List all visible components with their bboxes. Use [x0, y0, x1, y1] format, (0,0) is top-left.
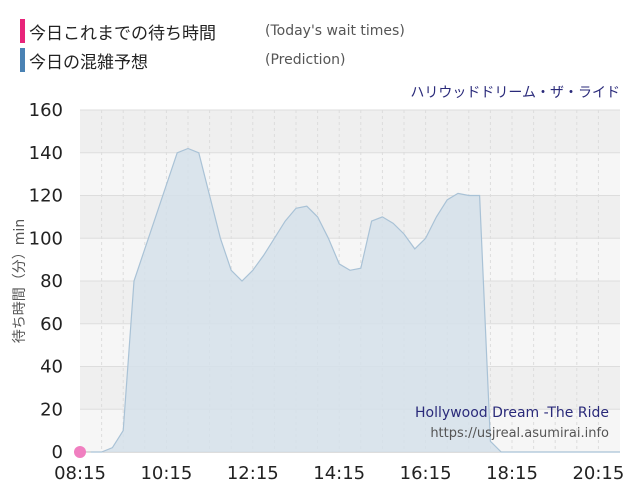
today-point [74, 446, 86, 458]
y-tick-label: 60 [40, 314, 63, 335]
legend-note-today: (Today's wait times) [265, 23, 405, 39]
y-tick-label: 40 [40, 357, 63, 378]
y-tick-label: 140 [29, 143, 63, 164]
y-tick-label: 160 [29, 100, 63, 121]
x-tick-label: 18:15 [486, 463, 538, 484]
y-tick-label: 80 [40, 271, 63, 292]
y-tick-label: 0 [52, 442, 63, 463]
x-tick-label: 20:15 [572, 463, 624, 484]
y-tick-label: 20 [40, 399, 63, 420]
legend-item-today[interactable]: 今日これまでの待ち時間 (Today's wait times) [20, 19, 405, 44]
legend-swatch-today [20, 19, 25, 43]
prediction-line [90, 147, 620, 453]
legend-item-prediction[interactable]: 今日の混雑予想 (Prediction) [20, 48, 346, 73]
prediction-area [90, 148, 621, 452]
legend-label-today: 今日これまでの待ち時間 [29, 23, 216, 44]
legend-label-prediction: 今日の混雑予想 [29, 52, 148, 73]
y-axis-label: 待ち時間（分）min [12, 219, 28, 343]
x-tick-label: 10:15 [140, 463, 192, 484]
legend-note-prediction: (Prediction) [265, 52, 346, 68]
y-tick-label: 100 [29, 228, 63, 249]
grid-band [80, 110, 620, 153]
x-tick-label: 14:15 [313, 463, 365, 484]
chart-title: ハリウッドドリーム・ザ・ライド [410, 85, 620, 101]
watermark-title: Hollywood Dream -The Ride [415, 405, 609, 421]
x-tick-label: 16:15 [400, 463, 452, 484]
x-tick-label: 08:15 [54, 463, 106, 484]
legend-swatch-prediction [20, 48, 25, 72]
x-tick-label: 12:15 [227, 463, 279, 484]
watermark-url: https://usjreal.asumirai.info [430, 426, 609, 441]
y-tick-label: 120 [29, 186, 63, 207]
